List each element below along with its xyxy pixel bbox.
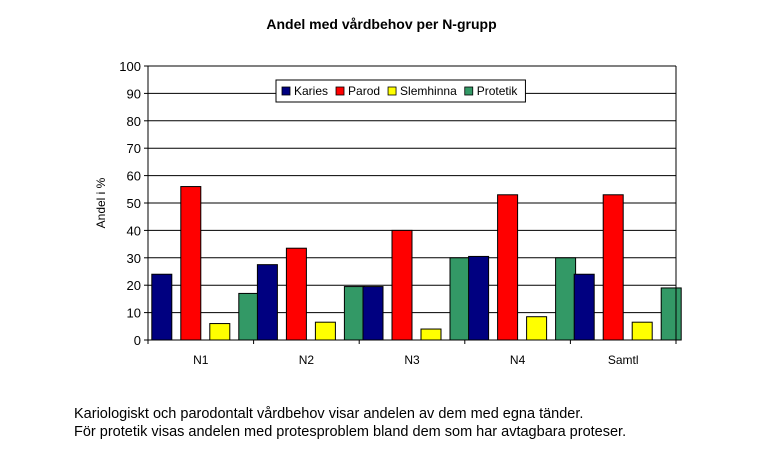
x-category-label: N2 xyxy=(299,353,315,367)
bar-slemhinna-n4 xyxy=(526,316,548,341)
bar-karies-n2 xyxy=(256,264,278,341)
x-category-label: N1 xyxy=(193,353,209,367)
legend-box xyxy=(275,79,526,103)
y-tick-label: 30 xyxy=(127,251,141,266)
legend: Karies Parod Slemhinna Protetik xyxy=(275,79,526,103)
bars xyxy=(151,186,682,341)
legend-swatch-karies xyxy=(281,86,291,96)
y-tick-label: 10 xyxy=(127,306,141,321)
x-category-label: N4 xyxy=(510,353,526,367)
bar-protetik-n1 xyxy=(238,292,260,341)
legend-swatch-slemhinna xyxy=(387,86,397,96)
y-tick-label: 80 xyxy=(127,114,141,129)
bar-parod-samtl xyxy=(602,194,624,341)
x-category-label: N3 xyxy=(404,353,420,367)
caption-line-1: Kariologiskt och parodontalt vårdbehov v… xyxy=(74,406,584,422)
bar-karies-samtl xyxy=(573,273,595,341)
legend-label-protetik: Protetik xyxy=(477,84,519,98)
y-tick-label: 20 xyxy=(127,278,141,293)
bar-parod-n2 xyxy=(285,247,307,341)
bar-slemhinna-n1 xyxy=(209,323,231,341)
bar-parod-n3 xyxy=(391,229,413,341)
bar-protetik-n2 xyxy=(343,286,365,341)
bar-protetik-samtl xyxy=(660,287,682,341)
legend-label-slemhinna: Slemhinna xyxy=(400,84,457,98)
x-category-labels: N1 N2 N3 N4 Samtl xyxy=(147,340,677,367)
chart-title: Andel med vårdbehov per N-grupp xyxy=(266,16,497,32)
bar-parod-n1 xyxy=(180,186,202,341)
legend-swatch-parod xyxy=(335,86,345,96)
caption: Kariologiskt och parodontalt vårdbehov v… xyxy=(74,405,714,441)
y-tick-label: 70 xyxy=(127,141,141,156)
bar-karies-n3 xyxy=(362,286,384,341)
bar-karies-n4 xyxy=(468,255,490,341)
legend-label-karies: Karies xyxy=(294,84,328,98)
y-tick-label: 0 xyxy=(134,333,141,348)
legend-label-parod: Parod xyxy=(348,84,380,98)
y-tick-label: 100 xyxy=(119,59,141,74)
y-tick-label: 60 xyxy=(127,169,141,184)
bar-karies-n1 xyxy=(151,273,173,341)
y-axis-label: Andel i % xyxy=(94,177,108,228)
bar-slemhinna-n2 xyxy=(314,321,336,341)
bar-protetik-n4 xyxy=(555,257,577,341)
legend-swatch-protetik xyxy=(464,86,474,96)
y-tick-label: 50 xyxy=(127,196,141,211)
x-category-label: Samtl xyxy=(608,353,639,367)
y-tick-label: 40 xyxy=(127,223,141,238)
bar-slemhinna-samtl xyxy=(631,321,653,341)
bar-parod-n4 xyxy=(497,194,519,341)
bar-slemhinna-n3 xyxy=(420,328,442,341)
y-tick-labels: 0 10 20 30 40 50 60 70 80 90 100 xyxy=(119,59,148,348)
caption-line-2: För protetik visas andelen med protespro… xyxy=(74,424,627,440)
bar-chart: 0 10 20 30 40 50 60 70 80 90 100 N1 N2 N3 N4 Samtl And… xyxy=(94,59,682,367)
bar-protetik-n3 xyxy=(449,257,471,341)
y-tick-label: 90 xyxy=(127,86,141,101)
